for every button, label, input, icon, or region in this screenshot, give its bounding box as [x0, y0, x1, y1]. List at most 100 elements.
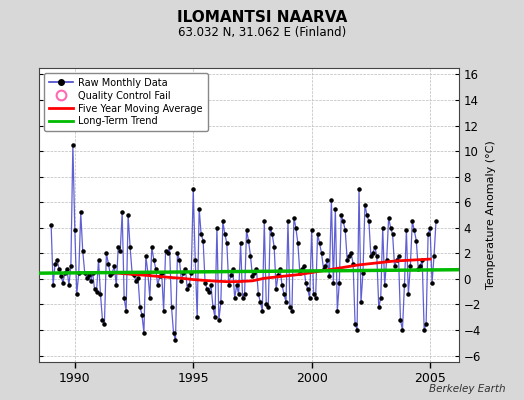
Point	[146, 295, 154, 301]
Point	[363, 212, 371, 218]
Point	[86, 278, 95, 285]
Point	[213, 224, 221, 231]
Point	[370, 244, 379, 250]
Point	[226, 272, 235, 278]
Point	[173, 250, 182, 256]
Point	[118, 209, 126, 216]
Point	[365, 218, 373, 224]
Point	[392, 256, 401, 263]
Point	[156, 273, 164, 280]
Point	[69, 142, 77, 148]
Point	[82, 274, 91, 281]
Point	[311, 295, 320, 301]
Point	[104, 260, 113, 267]
Point	[74, 269, 83, 276]
Point	[355, 186, 363, 193]
Point	[89, 269, 97, 276]
Point	[234, 291, 243, 298]
Point	[71, 227, 79, 234]
Point	[428, 280, 436, 286]
Point	[130, 272, 138, 278]
Point	[207, 282, 215, 288]
Point	[126, 244, 134, 250]
Point	[412, 237, 420, 244]
Point	[241, 291, 249, 298]
Point	[203, 286, 211, 292]
Point	[256, 299, 265, 305]
Point	[333, 308, 342, 314]
Point	[367, 253, 375, 259]
Point	[420, 327, 428, 333]
Point	[378, 224, 387, 231]
Point	[319, 266, 328, 272]
Point	[274, 272, 282, 278]
Point	[148, 244, 156, 250]
Point	[248, 273, 257, 280]
Point	[244, 237, 253, 244]
Point	[347, 250, 355, 256]
Point	[183, 286, 191, 292]
Point	[171, 337, 180, 344]
Point	[134, 274, 142, 281]
Point	[300, 263, 308, 269]
Point	[303, 286, 312, 292]
Point	[195, 206, 203, 212]
Point	[120, 295, 128, 301]
Legend: Raw Monthly Data, Quality Control Fail, Five Year Moving Average, Long-Term Tren: Raw Monthly Data, Quality Control Fail, …	[44, 73, 208, 131]
Point	[124, 212, 132, 218]
Point	[158, 269, 166, 276]
Point	[161, 248, 170, 254]
Point	[159, 308, 168, 314]
Point	[327, 196, 335, 203]
Point	[339, 218, 347, 224]
Point	[77, 209, 85, 216]
Point	[231, 295, 239, 301]
Point	[321, 263, 330, 269]
Point	[201, 280, 209, 286]
Point	[288, 308, 296, 314]
Point	[132, 278, 140, 285]
Point	[141, 253, 150, 259]
Point	[292, 224, 300, 231]
Point	[262, 301, 270, 308]
Point	[110, 263, 118, 269]
Point	[221, 231, 229, 237]
Point	[337, 212, 345, 218]
Point	[270, 244, 278, 250]
Point	[298, 266, 306, 272]
Point	[53, 256, 61, 263]
Point	[114, 244, 123, 250]
Point	[406, 263, 414, 269]
Point	[301, 280, 310, 286]
Point	[357, 299, 365, 305]
Point	[94, 256, 103, 263]
Point	[390, 263, 399, 269]
Point	[305, 295, 314, 301]
Point	[138, 312, 146, 318]
Point	[64, 282, 73, 288]
Point	[396, 317, 405, 323]
Point	[179, 269, 188, 276]
Point	[266, 224, 275, 231]
Point	[63, 266, 71, 272]
Point	[293, 240, 302, 246]
Point	[369, 250, 377, 256]
Point	[67, 263, 75, 269]
Point	[116, 248, 124, 254]
Point	[99, 317, 107, 323]
Point	[73, 291, 81, 298]
Point	[341, 227, 350, 234]
Point	[49, 282, 57, 288]
Text: Berkeley Earth: Berkeley Earth	[429, 384, 506, 394]
Point	[128, 269, 136, 276]
Point	[323, 256, 332, 263]
Point	[353, 327, 361, 333]
Point	[414, 266, 422, 272]
Point	[258, 308, 267, 314]
Point	[151, 266, 160, 272]
Point	[260, 218, 268, 224]
Point	[280, 291, 288, 298]
Point	[166, 244, 174, 250]
Point	[264, 304, 272, 310]
Point	[410, 227, 419, 234]
